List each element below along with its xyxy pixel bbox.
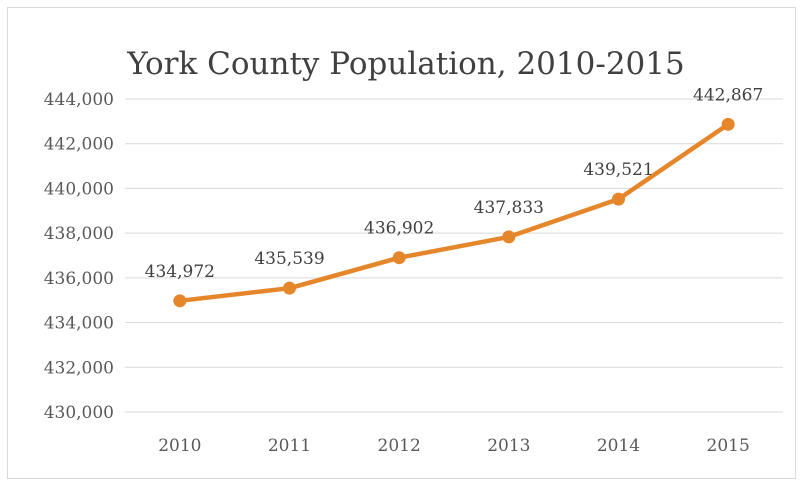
y-tick-label: 430,000 [44,403,114,423]
y-axis: 430,000 432,000 434,000 436,000 438,000 440,0… [44,90,114,423]
chart-title: York County Population, 2010-2015 [126,46,684,82]
data-point [173,294,187,308]
y-tick-label: 434,000 [44,314,114,334]
data-labels: 434,972 435,539 436,902 437,833 439,521 442,8… [145,85,764,282]
x-tick-label: 2010 [158,436,201,456]
data-point [392,251,406,265]
y-tick-label: 438,000 [44,224,114,244]
data-point [502,230,516,244]
population-series [173,117,735,308]
data-label: 436,902 [364,219,434,239]
y-tick-label: 440,000 [44,179,114,199]
x-tick-label: 2014 [597,436,640,456]
data-label: 439,521 [583,160,653,180]
data-point [283,281,296,295]
y-tick-label: 444,000 [44,90,114,110]
data-label: 442,867 [693,85,763,105]
data-label: 435,539 [254,249,324,269]
y-tick-label: 432,000 [44,358,114,378]
data-point [721,117,735,131]
x-tick-label: 2015 [707,436,750,456]
x-tick-label: 2011 [268,436,311,456]
y-tick-label: 442,000 [44,135,114,155]
data-point [612,192,625,206]
x-tick-label: 2012 [378,436,421,456]
data-label: 437,833 [474,198,544,218]
series-line [177,122,731,304]
x-tick-label: 2013 [487,436,530,456]
y-tick-label: 436,000 [44,269,114,289]
data-label: 434,972 [145,262,215,282]
x-axis: 2010 2011 2012 2013 2014 2015 [158,436,750,456]
chart-frame [7,7,796,479]
gridlines [125,98,783,413]
